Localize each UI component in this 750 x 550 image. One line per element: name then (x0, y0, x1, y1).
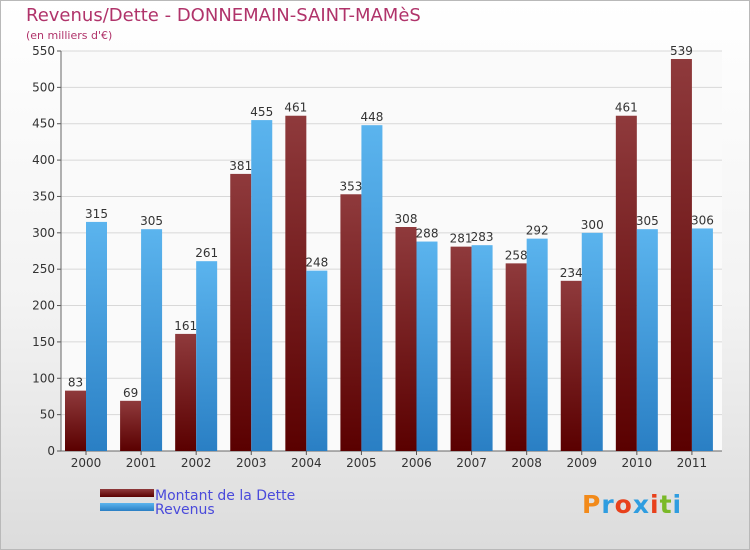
proxiti-logo: Proxiti (582, 490, 682, 519)
y-tick-label: 350 (32, 189, 55, 203)
logo-letter: x (632, 490, 650, 519)
data-label: 539 (670, 44, 693, 58)
chart-subtitle: (en milliers d'€) (26, 29, 113, 42)
data-label: 353 (339, 179, 362, 193)
bar-dette (505, 263, 527, 451)
data-label: 281 (450, 232, 473, 246)
data-label: 161 (174, 319, 197, 333)
y-tick-label: 550 (32, 44, 55, 58)
bar-dette (65, 390, 86, 451)
bar-dette (120, 400, 142, 451)
data-label: 305 (636, 214, 659, 228)
data-label: 300 (581, 218, 604, 232)
x-tick-label: 2000 (71, 456, 102, 470)
data-label: 461 (615, 101, 638, 115)
x-tick-label: 2003 (236, 456, 267, 470)
y-tick-label: 250 (32, 262, 55, 276)
y-tick-label: 100 (32, 371, 55, 385)
data-label: 315 (85, 207, 108, 221)
data-label: 69 (123, 386, 138, 400)
x-tick-label: 2004 (291, 456, 322, 470)
logo-letter: i (672, 490, 683, 519)
chart-title: Revenus/Dette - DONNEMAIN-SAINT-MAMèS (26, 5, 421, 26)
data-label: 306 (691, 213, 714, 227)
bar-revenus (251, 120, 273, 451)
bar-dette (560, 280, 582, 451)
bar-dette (340, 194, 362, 452)
legend-label-dette: Montant de la Dette (155, 488, 296, 504)
y-tick-label: 200 (32, 299, 55, 313)
legend-label-revenus: Revenus (155, 502, 215, 518)
bar-dette (175, 333, 197, 451)
bar-dette (615, 115, 637, 452)
data-label: 258 (505, 248, 528, 262)
bar-revenus (416, 241, 438, 451)
x-tick-label: 2007 (456, 456, 487, 470)
bar-revenus (691, 228, 713, 451)
y-tick-label: 50 (40, 408, 55, 422)
data-label: 248 (305, 256, 328, 270)
data-label: 283 (471, 230, 494, 244)
bar-revenus (306, 270, 328, 451)
bar-revenus (471, 245, 493, 451)
data-label: 448 (360, 110, 383, 124)
data-label: 234 (560, 266, 583, 280)
data-label: 292 (526, 224, 549, 238)
logo-letter: t (659, 490, 673, 519)
bar-revenus (581, 232, 603, 451)
bar-dette (395, 227, 417, 451)
y-tick-label: 500 (32, 80, 55, 94)
data-label: 83 (68, 376, 83, 390)
bar-revenus (196, 261, 218, 451)
logo-letter: i (650, 490, 660, 519)
bar-revenus (86, 221, 107, 451)
x-tick-label: 2011 (677, 456, 708, 470)
logo-letter: r (601, 490, 615, 519)
bar-dette (450, 246, 472, 451)
legend-swatch-dette (100, 489, 154, 497)
data-label: 381 (229, 159, 252, 173)
x-tick-label: 2010 (622, 456, 653, 470)
y-tick-label: 400 (32, 153, 55, 167)
data-label: 455 (250, 105, 273, 119)
bar-dette (670, 59, 692, 451)
y-tick-label: 150 (32, 335, 55, 349)
x-tick-label: 2001 (126, 456, 157, 470)
plot-area (61, 51, 722, 451)
legend-swatch-revenus (100, 503, 154, 511)
bar-revenus (361, 125, 383, 451)
data-label: 288 (416, 227, 439, 241)
logo-letter: P (582, 490, 602, 519)
bar-dette (230, 173, 252, 451)
logo-letter: o (614, 490, 633, 519)
data-label: 461 (284, 101, 307, 115)
bar-dette (285, 115, 307, 452)
y-tick-label: 300 (32, 226, 55, 240)
data-label: 261 (195, 246, 218, 260)
bar-revenus (636, 229, 658, 451)
y-tick-label: 450 (32, 117, 55, 131)
x-tick-label: 2006 (401, 456, 432, 470)
bar-revenus (141, 229, 163, 451)
data-label: 305 (140, 214, 163, 228)
x-tick-label: 2002 (181, 456, 212, 470)
x-tick-label: 2005 (346, 456, 377, 470)
y-tick-label: 0 (47, 444, 55, 458)
x-tick-label: 2008 (511, 456, 542, 470)
bar-revenus (526, 238, 548, 451)
x-tick-label: 2009 (566, 456, 597, 470)
data-label: 308 (395, 212, 418, 226)
